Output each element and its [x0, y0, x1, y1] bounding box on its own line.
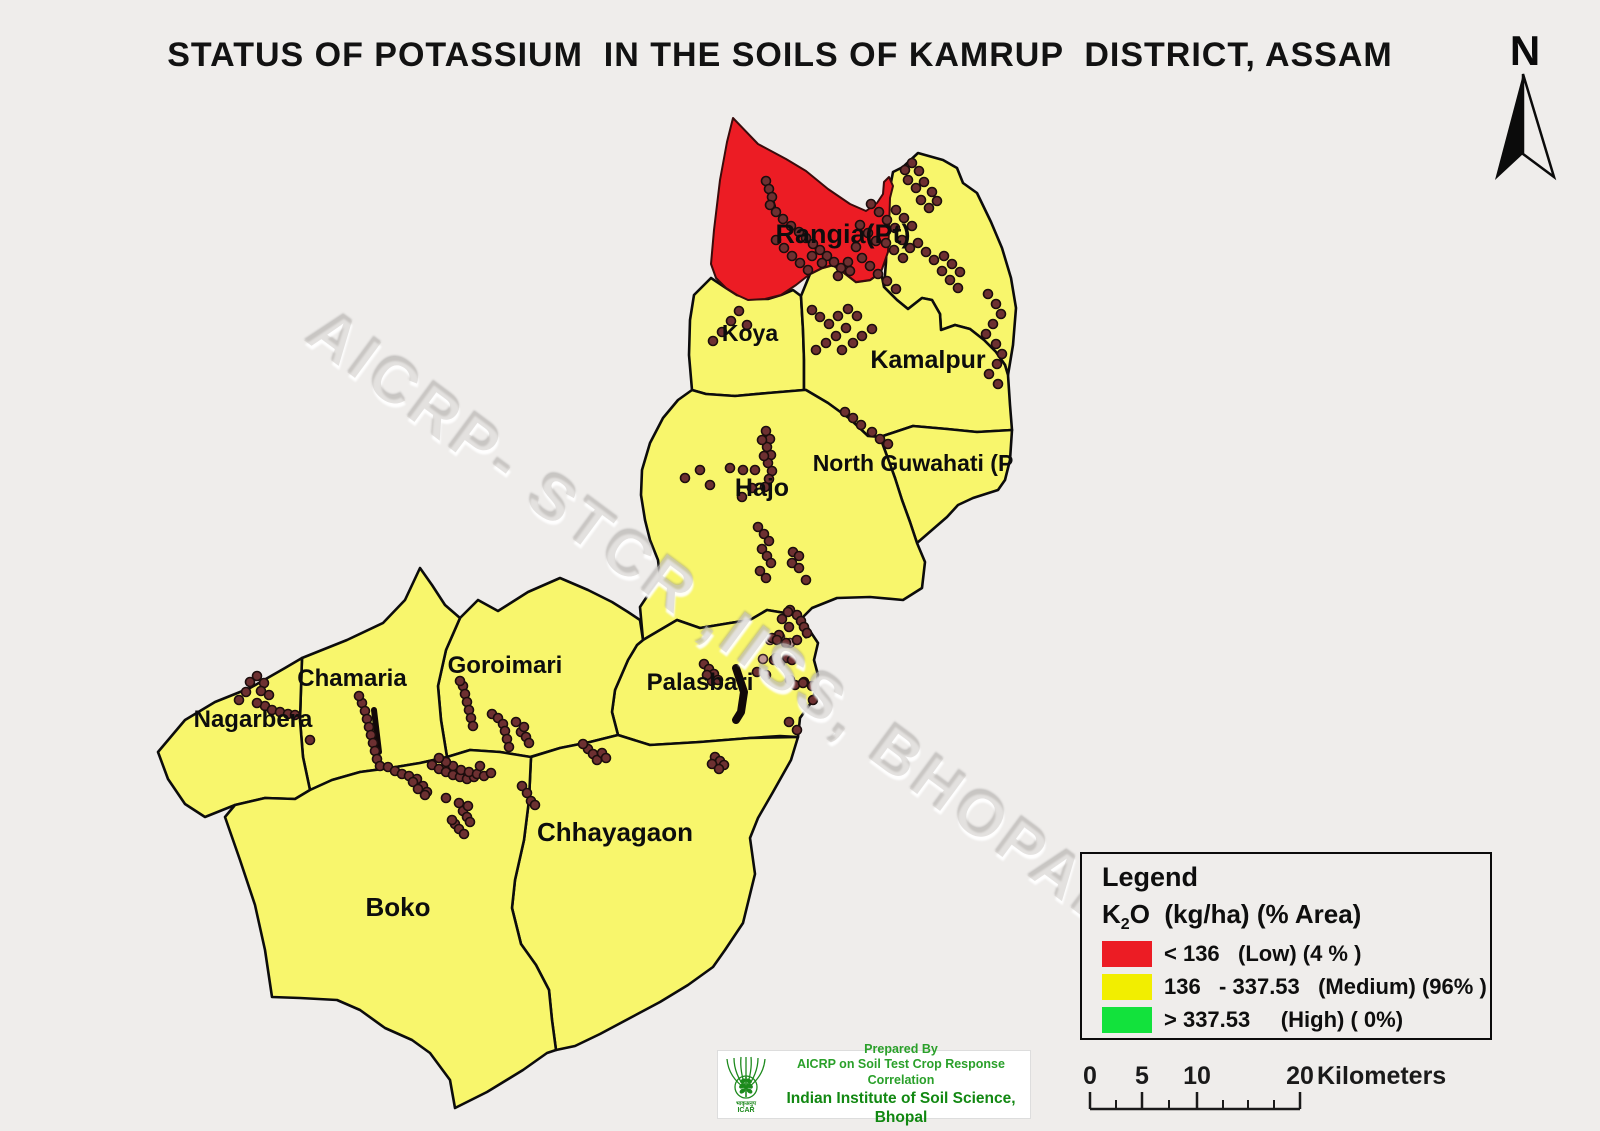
legend-item-medium: 136 - 337.53 (Medium) (96% )	[1102, 974, 1490, 1001]
north-arrow: N	[1480, 30, 1570, 190]
svg-text:5: 5	[1135, 1064, 1149, 1090]
label-north-guwahati: North Guwahati (P	[813, 450, 1014, 476]
label-palasbari: Palasbari	[647, 669, 754, 696]
credits-line2: AICRP on Soil Test Crop Response Correla…	[797, 1057, 1005, 1087]
svg-text:Kilometers: Kilometers	[1317, 1064, 1446, 1090]
svg-text:भाकृअनुप: भाकृअनुप	[736, 1101, 757, 1107]
region-nagarbera	[156, 656, 312, 819]
legend-label-high: > 337.53 (High) ( 0%)	[1164, 1007, 1404, 1033]
legend-swatch-yellow	[1102, 974, 1152, 1001]
page-title: STATUS OF POTASSIUM IN THE SOILS OF KAMR…	[167, 36, 1393, 74]
legend-box: Legend K2O (kg/ha) (% Area) < 136 (Low) …	[1080, 852, 1492, 1040]
north-arrow-icon	[1495, 73, 1557, 181]
label-rangia: Rangia(Pt)	[776, 219, 911, 249]
legend-swatch-green	[1102, 1007, 1152, 1034]
soil-sample-points	[233, 157, 1008, 840]
label-goroimari: Goroimari	[448, 652, 563, 679]
label-koya: Koya	[722, 320, 778, 346]
legend-label-medium: 136 - 337.53 (Medium) (96% )	[1164, 974, 1487, 1000]
credits-text: Prepared By AICRP on Soil Test Crop Resp…	[772, 1042, 1030, 1128]
credits-line3: Indian Institute of Soil Science, Bhopal	[786, 1089, 1016, 1126]
legend-label-low: < 136 (Low) (4 % )	[1164, 941, 1362, 967]
label-boko: Boko	[366, 892, 431, 922]
label-nagarbera: Nagarbera	[194, 706, 313, 733]
label-hajo: Hajo	[735, 474, 789, 502]
region-chhayagaon	[510, 733, 800, 1052]
svg-text:10: 10	[1183, 1064, 1211, 1090]
legend-item-high: > 337.53 (High) ( 0%)	[1102, 1007, 1490, 1034]
region-boko	[223, 748, 558, 1110]
legend-swatch-red	[1102, 941, 1152, 968]
svg-text:20: 20	[1286, 1064, 1314, 1090]
icar-logo: भाकृअनुप ICAR	[726, 1056, 766, 1114]
legend-title: Legend	[1102, 862, 1199, 892]
north-label: N	[1509, 27, 1541, 74]
svg-text:ICAR: ICAR	[737, 1107, 754, 1114]
legend-subtitle: K2O (kg/ha) (% Area)	[1102, 899, 1362, 934]
label-chhayagaon: Chhayagaon	[537, 817, 693, 847]
credits-box: भाकृअनुप ICAR Prepared By AICRP on Soil …	[718, 1042, 1030, 1126]
label-kamalpur: Kamalpur	[870, 346, 986, 374]
legend-item-low: < 136 (Low) (4 % )	[1102, 941, 1490, 968]
region-rangia	[710, 117, 894, 301]
label-chamaria: Chamaria	[297, 665, 407, 692]
svg-text:0: 0	[1083, 1064, 1097, 1090]
credits-line1: Prepared By	[864, 1041, 938, 1056]
scale-bar: 0 5 10 20 Kilometers	[1083, 1064, 1446, 1111]
